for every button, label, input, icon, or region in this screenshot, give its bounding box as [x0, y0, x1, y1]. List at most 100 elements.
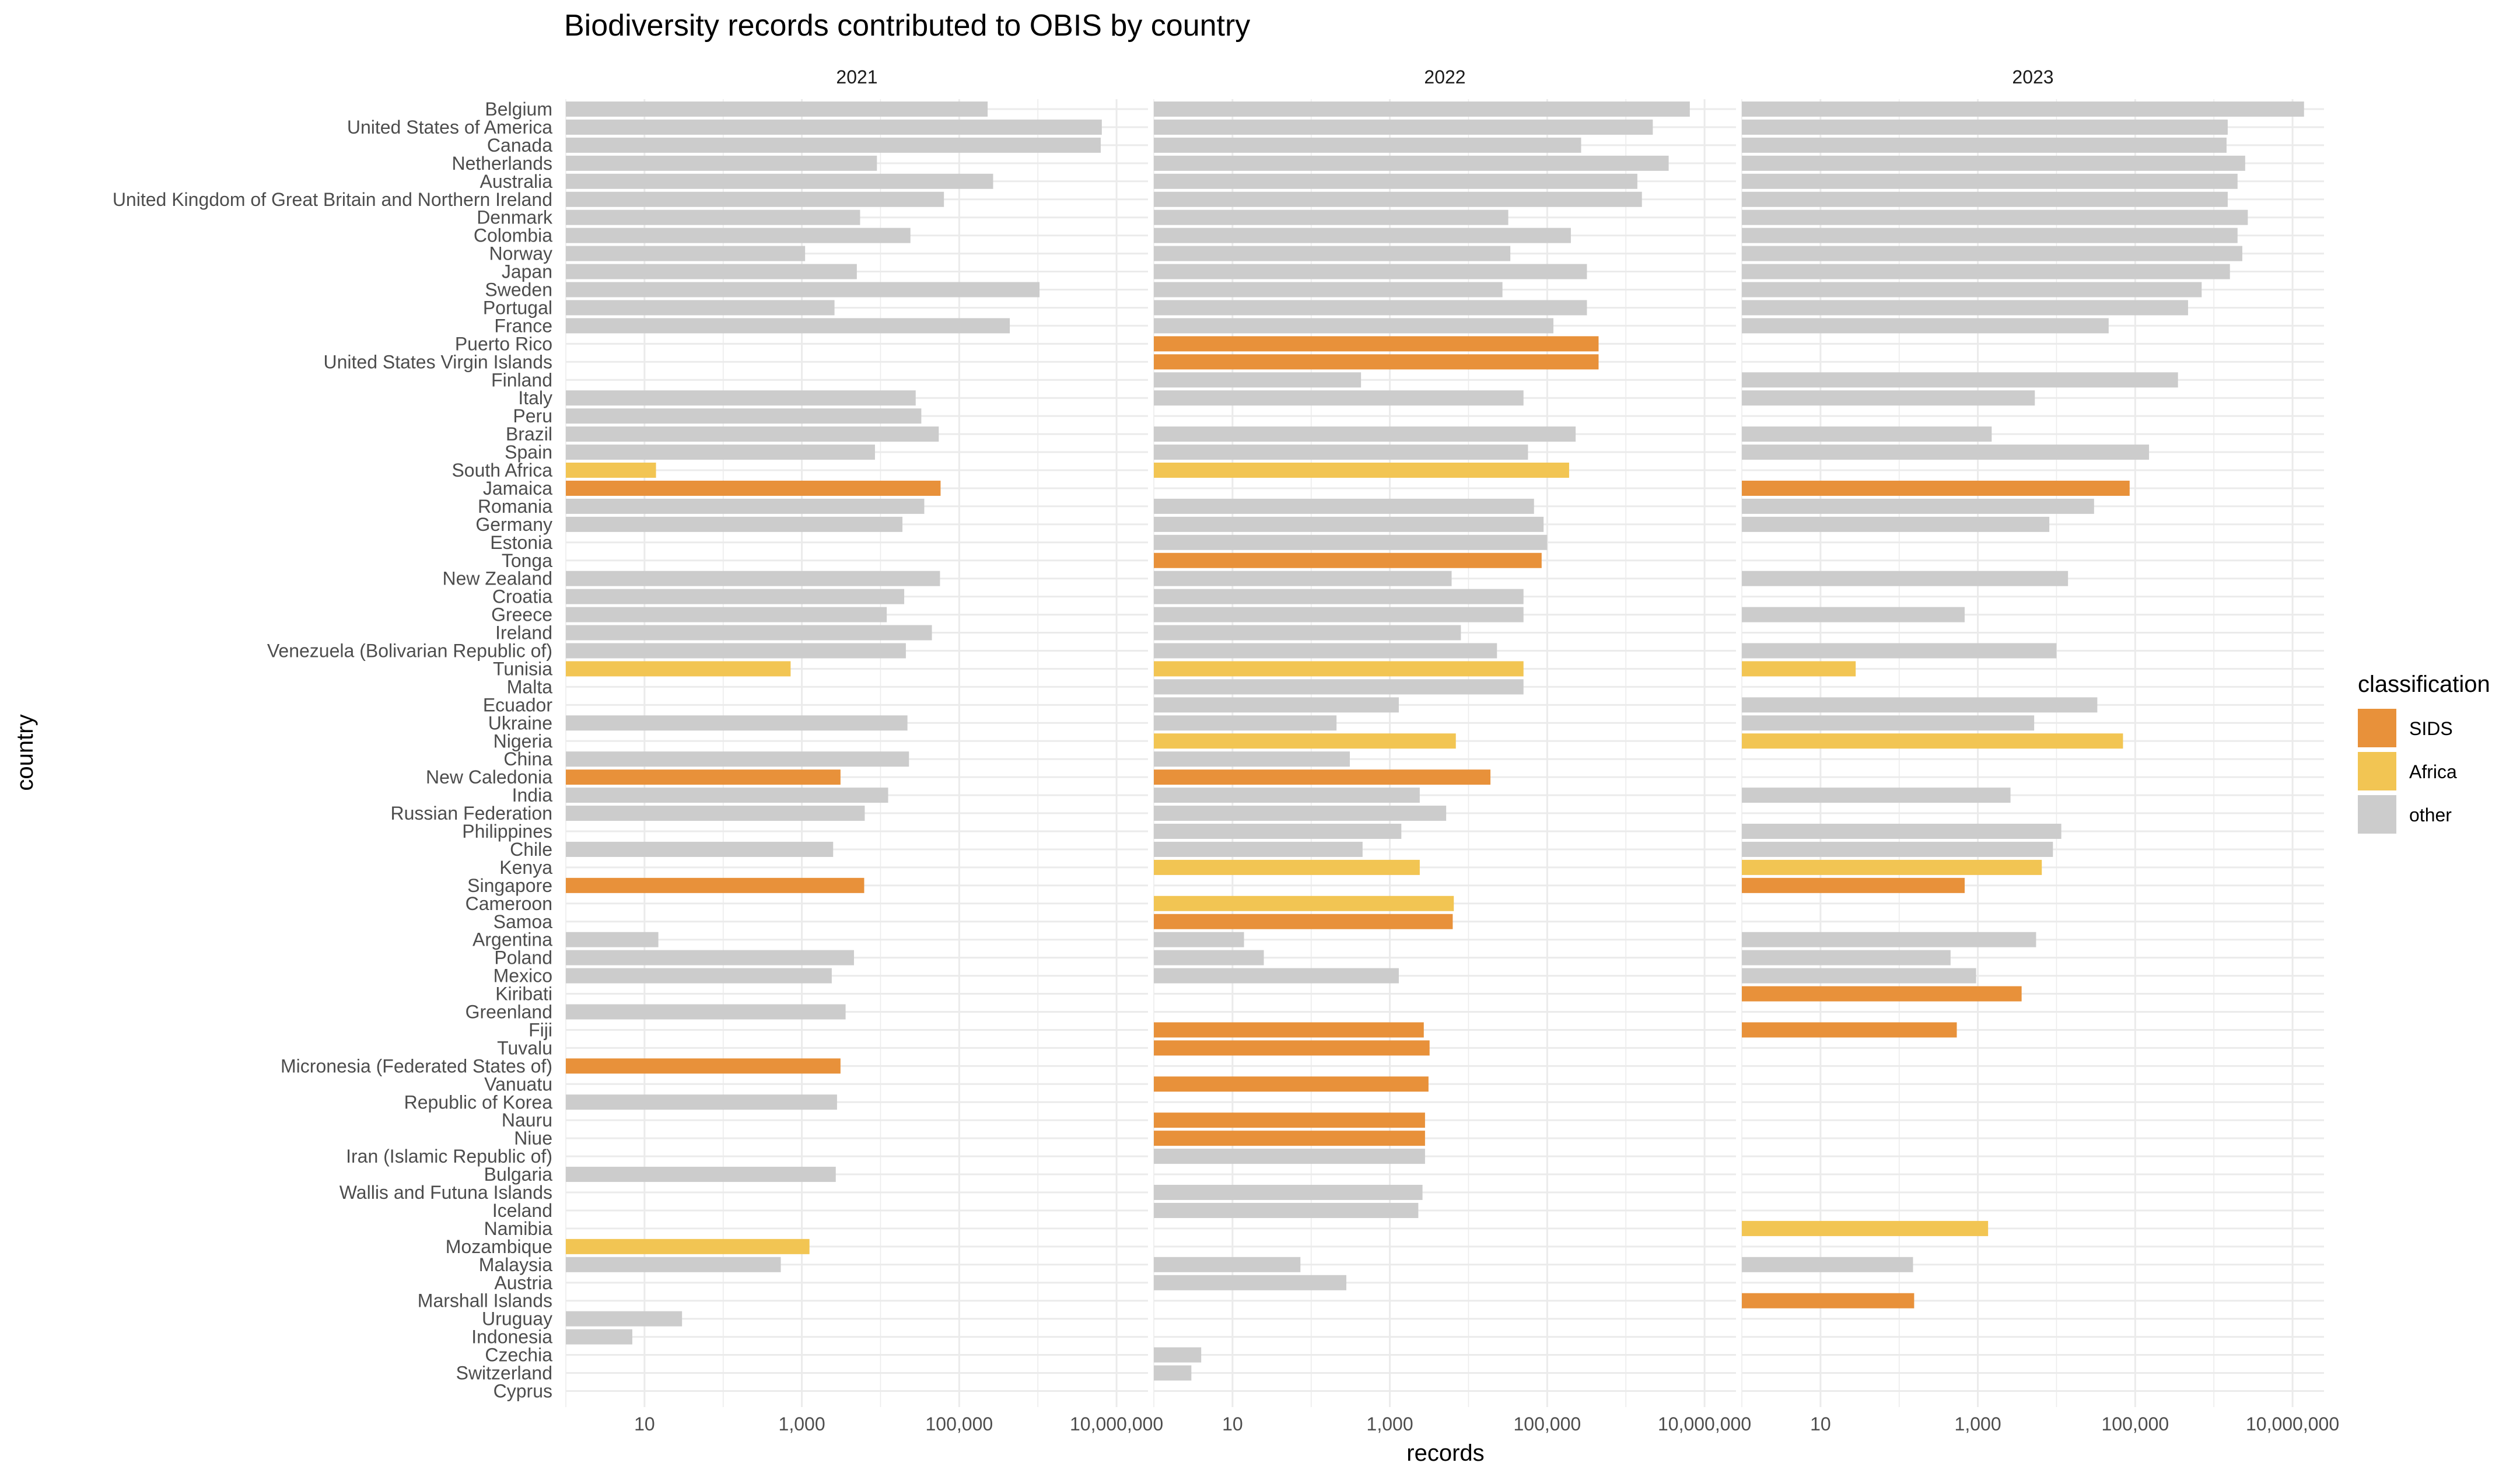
country-label: Vanuatu [484, 1073, 552, 1094]
legend-entry-africa: Africa [2358, 752, 2457, 790]
bar-2022-tonga [1154, 552, 1542, 568]
bar-2023-japan [1742, 264, 2230, 279]
country-label: New Zealand [442, 568, 552, 589]
bar-2023-mexico [1742, 968, 1976, 984]
country-label: Niue [514, 1128, 552, 1149]
bar-2021-jamaica [566, 480, 941, 496]
country-label: Ukraine [488, 712, 552, 733]
bar-2023-india [1742, 788, 2011, 803]
country-label: Switzerland [456, 1363, 552, 1384]
x-axis-label: records [1406, 1440, 1484, 1466]
country-label: Jamaica [483, 478, 552, 499]
bar-2021-australia [566, 173, 993, 189]
bar-2023-sweden [1742, 282, 2202, 298]
panel-strip-label: 2022 [1424, 67, 1465, 88]
bar-2021-mozambique [566, 1238, 810, 1254]
bar-2023-italy [1742, 390, 2035, 406]
country-label: Malaysia [479, 1254, 552, 1275]
bar-2022-croatia [1154, 589, 1524, 604]
bar-2021-ireland [566, 625, 932, 641]
panel-2023: 2023 10 1,000 100,000 10,000,000 [1741, 67, 2339, 1434]
bar-2022-united-states-virgin-islands [1154, 354, 1599, 370]
bar-2023-argentina [1742, 932, 2036, 947]
country-label: Cyprus [494, 1380, 552, 1401]
bar-2021-germany [566, 516, 903, 532]
country-label: Colombia [474, 225, 552, 246]
bar-2022-spain [1154, 445, 1528, 460]
bar-2023-namibia [1742, 1220, 1989, 1236]
bar-2022-cameroon [1154, 895, 1454, 911]
country-label: Nauru [502, 1110, 552, 1131]
country-label: Greenland [466, 1002, 552, 1023]
country-label: Malta [507, 676, 552, 697]
bar-2022-china [1154, 751, 1350, 767]
bar-2023-germany [1742, 516, 2050, 532]
bar-2021-greenland [566, 1004, 846, 1020]
x-tick-label: 1,000 [1367, 1413, 1413, 1434]
bar-2021-united-kingdom-of-great-britain-and-northern-ireland [566, 191, 944, 207]
bar-2022-norway [1154, 246, 1511, 261]
legend-key [2358, 795, 2396, 834]
country-label: Estonia [490, 532, 552, 553]
bar-2023-belgium [1742, 102, 2304, 117]
bar-2022-ecuador [1154, 697, 1399, 713]
bar-2022-russian-federation [1154, 806, 1447, 821]
bar-2021-romania [566, 498, 925, 514]
legend-key [2358, 709, 2396, 747]
bar-2023-canada [1742, 137, 2227, 153]
country-label: Republic of Korea [404, 1091, 553, 1112]
country-label: Belgium [485, 99, 552, 120]
country-label: Romania [478, 496, 552, 517]
chart-title: Biodiversity records contributed to OBIS… [564, 9, 1250, 43]
bar-2021-colombia [566, 228, 911, 243]
country-label: Tuvalu [497, 1037, 552, 1058]
country-label: Mexico [494, 965, 552, 986]
bar-2022-poland [1154, 950, 1264, 965]
country-label: Argentina [473, 929, 552, 950]
bar-2022-puerto-rico [1154, 336, 1599, 352]
bars [1742, 102, 2304, 1308]
country-label: Peru [513, 405, 552, 426]
country-label: Russian Federation [391, 803, 552, 824]
bar-2022-switzerland [1154, 1365, 1192, 1381]
bar-2023-ecuador [1742, 697, 2098, 713]
bar-2023-philippines [1742, 824, 2062, 839]
bar-2022-czechia [1154, 1347, 1202, 1363]
country-label: Venezuela (Bolivarian Republic of) [267, 641, 552, 662]
bar-2021-denmark [566, 209, 860, 225]
bar-2021-canada [566, 137, 1101, 153]
panel-2022: 2022 10 1,000 100,000 10,000,000 [1153, 67, 1751, 1434]
country-label: Wallis and Futuna Islands [340, 1182, 552, 1203]
bar-2021-malaysia [566, 1257, 781, 1272]
bar-2022-austria [1154, 1275, 1347, 1290]
bar-2023-greece [1742, 607, 1965, 622]
bar-2021-singapore [566, 877, 864, 893]
bar-2022-colombia [1154, 228, 1571, 243]
bar-2023-spain [1742, 445, 2150, 460]
bar-2021-bulgaria [566, 1167, 836, 1182]
bar-2021-brazil [566, 426, 939, 442]
bar-2021-greece [566, 607, 887, 622]
legend-label: Africa [2409, 761, 2457, 782]
x-tick-label: 10 [634, 1413, 655, 1434]
legend-entry-sids: SIDS [2358, 709, 2453, 747]
bar-2022-tuvalu [1154, 1040, 1430, 1056]
bar-2021-chile [566, 841, 834, 857]
country-label: South Africa [452, 460, 552, 481]
bar-2022-mexico [1154, 968, 1399, 984]
bar-2021-netherlands [566, 155, 877, 171]
bar-2022-iran-islamic-republic-of- [1154, 1149, 1425, 1164]
x-tick-label: 10,000,000 [1070, 1413, 1163, 1434]
bar-2022-germany [1154, 516, 1544, 532]
bar-2022-fiji [1154, 1022, 1424, 1038]
bar-2022-malta [1154, 679, 1524, 695]
bar-2021-sweden [566, 282, 1040, 298]
bar-2023-denmark [1742, 209, 2248, 225]
bar-2023-new-zealand [1742, 571, 2068, 586]
country-label: Portugal [483, 297, 552, 318]
country-label: India [512, 785, 553, 806]
bar-2022-new-caledonia [1154, 769, 1491, 785]
country-label: Brazil [506, 424, 552, 445]
